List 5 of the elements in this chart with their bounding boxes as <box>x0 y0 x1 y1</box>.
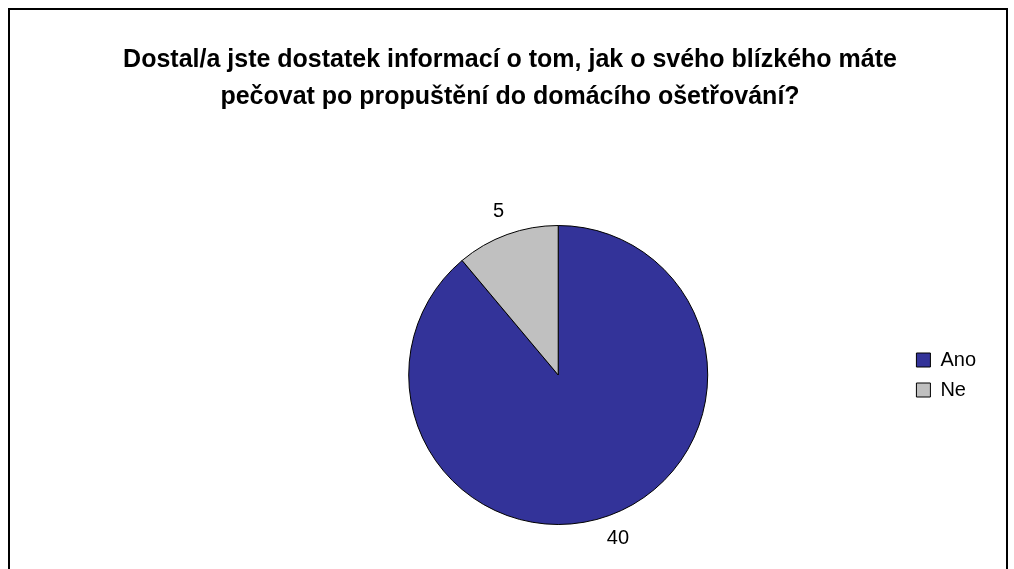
legend-label: Ne <box>940 377 966 400</box>
data-label: 5 <box>492 198 505 221</box>
chart-title: Dostal/a jste dostatek informací o tom, jak o svého blízkého máte pečovat po propuštění do domácího ošetřování? <box>122 43 898 111</box>
data-label: 40 <box>606 526 630 549</box>
legend-label: Ano <box>940 347 977 370</box>
